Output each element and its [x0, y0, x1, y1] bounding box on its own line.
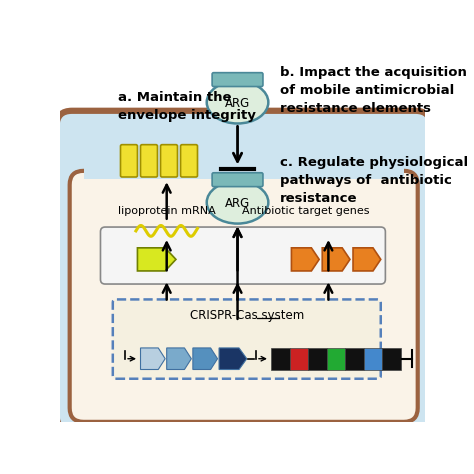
Bar [272, 348, 290, 370]
FancyBboxPatch shape [161, 145, 177, 177]
Text: c. Regulate physiological
pathways of  antibiotic
resistance: c. Regulate physiological pathways of an… [280, 156, 468, 205]
FancyBboxPatch shape [212, 173, 263, 187]
Ellipse shape [207, 181, 268, 224]
Text: lipoprotein mRNA: lipoprotein mRNA [118, 206, 216, 216]
FancyBboxPatch shape [56, 111, 431, 430]
Polygon shape [353, 248, 381, 271]
FancyBboxPatch shape [70, 171, 418, 422]
Polygon shape [292, 248, 319, 271]
Text: Antibiotic target genes: Antibiotic target genes [242, 206, 369, 216]
Polygon shape [219, 348, 247, 370]
Bar [346, 348, 364, 370]
FancyBboxPatch shape [120, 145, 137, 177]
FancyBboxPatch shape [181, 145, 198, 177]
Text: a. Maintain the
envelope integrity: a. Maintain the envelope integrity [118, 91, 256, 122]
FancyBboxPatch shape [100, 227, 385, 284]
Text: ARG: ARG [225, 198, 250, 210]
FancyBboxPatch shape [140, 145, 157, 177]
Text: b. Impact the acquisition
of mobile antimicrobial
resistance elements: b. Impact the acquisition of mobile anti… [280, 66, 467, 115]
Bar [290, 348, 309, 370]
Polygon shape [140, 348, 165, 370]
Bar [364, 348, 383, 370]
Polygon shape [167, 348, 191, 370]
Bar [83, 145, 404, 179]
Text: ARG: ARG [225, 97, 250, 110]
FancyBboxPatch shape [113, 300, 381, 379]
Bar [327, 348, 346, 370]
Ellipse shape [207, 81, 268, 124]
Polygon shape [322, 248, 350, 271]
FancyBboxPatch shape [212, 73, 263, 87]
Bar [309, 348, 327, 370]
Polygon shape [137, 248, 176, 271]
Text: CRISPR-Cas system: CRISPR-Cas system [190, 309, 304, 322]
Polygon shape [193, 348, 218, 370]
Bar [383, 348, 401, 370]
